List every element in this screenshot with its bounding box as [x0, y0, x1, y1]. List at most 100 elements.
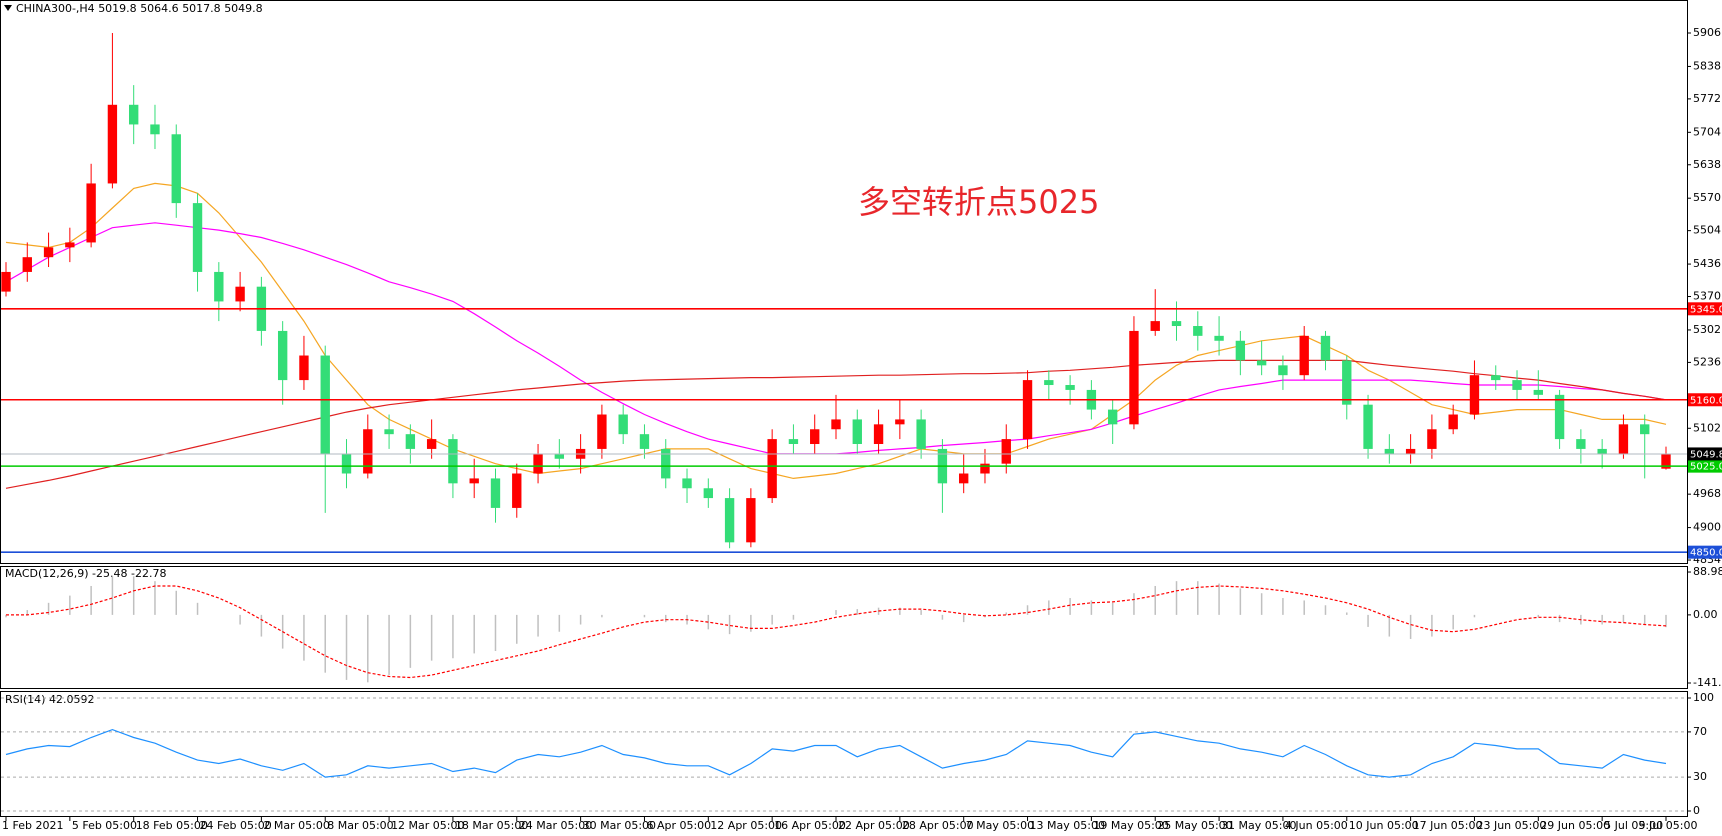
x-tick-label: 18 Feb 05:00	[136, 819, 208, 832]
signal-value: -22.78	[131, 567, 166, 580]
candle-body	[1256, 360, 1267, 366]
candle-body	[852, 419, 862, 445]
candle-body	[235, 286, 245, 302]
candle-body	[299, 355, 309, 381]
rsi-title: RSI(14)	[5, 693, 45, 706]
candle-body	[533, 453, 543, 474]
x-tick-label: 12 Apr 05:00	[710, 819, 782, 832]
candle-body	[192, 203, 203, 272]
candle-body	[1065, 385, 1075, 390]
rsi-line	[5, 728, 1667, 778]
x-tick-label: 1 Feb 2021	[2, 819, 63, 832]
x-tick-label: 25 May 05:00	[1157, 819, 1232, 832]
level-label-bg	[1688, 393, 1722, 407]
rsi-value: 42.0592	[49, 693, 95, 706]
y-tick-label: 0	[1693, 804, 1700, 817]
candle-body	[980, 463, 990, 474]
x-tick-label: 13 May 05:00	[1030, 819, 1105, 832]
rsi-panel	[0, 691, 1688, 817]
level-label: 5345.0	[1690, 304, 1722, 315]
candle-body	[1001, 439, 1011, 464]
candle-body	[810, 429, 820, 445]
candle-body	[150, 124, 160, 135]
candle-body	[1129, 330, 1139, 425]
candle-body	[469, 478, 479, 484]
y-tick-label: 5906.0	[1693, 26, 1722, 39]
y-tick-label: 0.00	[1693, 608, 1718, 621]
x-tick-label: 7 May 05:00	[966, 819, 1034, 832]
candle-body	[512, 473, 522, 508]
last-price-label: 5049.8	[1690, 449, 1722, 460]
candle-body	[384, 429, 394, 435]
candle-body	[1235, 340, 1246, 361]
last-price-label-bg	[1688, 447, 1722, 461]
y-tick-label: 5704.0	[1693, 125, 1722, 138]
candle-body	[363, 429, 373, 474]
x-tick-label: 9 Jul 05:00	[1639, 819, 1698, 832]
candle-body	[1384, 448, 1395, 454]
x-tick-label: 10 Jun 05:00	[1349, 819, 1419, 832]
macd-value: -25.48	[92, 567, 127, 580]
macd-title: MACD(12,26,9)	[5, 567, 89, 580]
level-label-bg	[1688, 545, 1722, 559]
symbol: CHINA300-,H4	[16, 2, 95, 15]
y-tick-label: 5102.0	[1693, 421, 1722, 434]
annotation: 多空转折点5025	[858, 183, 1099, 221]
x-tick-label: 29 Jun 05:00	[1540, 819, 1610, 832]
candle-body	[490, 478, 501, 508]
level-label: 4850.0	[1690, 548, 1722, 559]
y-tick-label: 5570.0	[1693, 191, 1722, 204]
candle-body	[277, 330, 288, 381]
x-tick-label: 28 Apr 05:00	[902, 819, 974, 832]
candle-body	[831, 419, 841, 430]
candle-body	[1448, 414, 1458, 430]
candle-body	[1405, 448, 1416, 454]
x-tick-label: 24 Feb 05:00	[200, 819, 272, 832]
candle-body	[1, 271, 11, 292]
candle-body	[661, 448, 671, 479]
candle-body	[107, 104, 118, 184]
y-tick-label: 5504.0	[1693, 224, 1722, 237]
x-tick-label: 23 Jun 05:00	[1476, 819, 1546, 832]
y-tick-label: 5436.0	[1693, 257, 1722, 270]
candle-body	[873, 424, 884, 445]
candle-body	[1640, 424, 1650, 435]
candle-body	[767, 439, 777, 499]
candle-body	[1171, 321, 1182, 327]
candle-body	[1491, 375, 1501, 381]
candle-body	[788, 439, 799, 445]
high: 5064.6	[140, 2, 179, 15]
x-tick-label: 4 Jun 05:00	[1285, 819, 1348, 832]
y-tick-label: 70	[1693, 725, 1707, 738]
y-tick-label: 5302.0	[1693, 323, 1722, 336]
y-tick-label: 4968.0	[1693, 487, 1722, 500]
x-tick-label: 16 Apr 05:00	[774, 819, 846, 832]
moving-average	[5, 359, 1667, 489]
x-tick-label: 12 Mar 05:00	[391, 819, 464, 832]
candle-body	[1554, 394, 1565, 440]
candle-body	[341, 453, 352, 474]
candle-body	[43, 247, 54, 258]
candle-body	[1107, 409, 1118, 425]
x-tick-label: 6 Apr 05:00	[646, 819, 711, 832]
menu-triangle	[4, 5, 12, 11]
x-tick-label: 5 Jul 05:00	[1604, 819, 1663, 832]
y-tick-label: 4900.0	[1693, 521, 1722, 534]
candle-body	[1044, 380, 1054, 386]
main-header: CHINA300-,H4 5019.8 5064.6 5017.8 5049.8	[16, 2, 263, 15]
candle-body	[426, 439, 437, 449]
x-tick-label: 5 Feb 05:00	[72, 819, 137, 832]
y-tick-label: 88.98	[1693, 565, 1722, 578]
y-tick-label: 5236.0	[1693, 355, 1722, 368]
candle-body	[895, 419, 905, 425]
level-label: 5160.0	[1690, 395, 1722, 406]
x-tick-label: 17 Jun 05:00	[1413, 819, 1483, 832]
candle-body	[1597, 448, 1607, 454]
candle-body	[320, 355, 330, 454]
x-tick-label: 8 Mar 05:00	[327, 819, 393, 832]
macd-panel	[0, 566, 1688, 689]
candle-body	[916, 419, 926, 449]
